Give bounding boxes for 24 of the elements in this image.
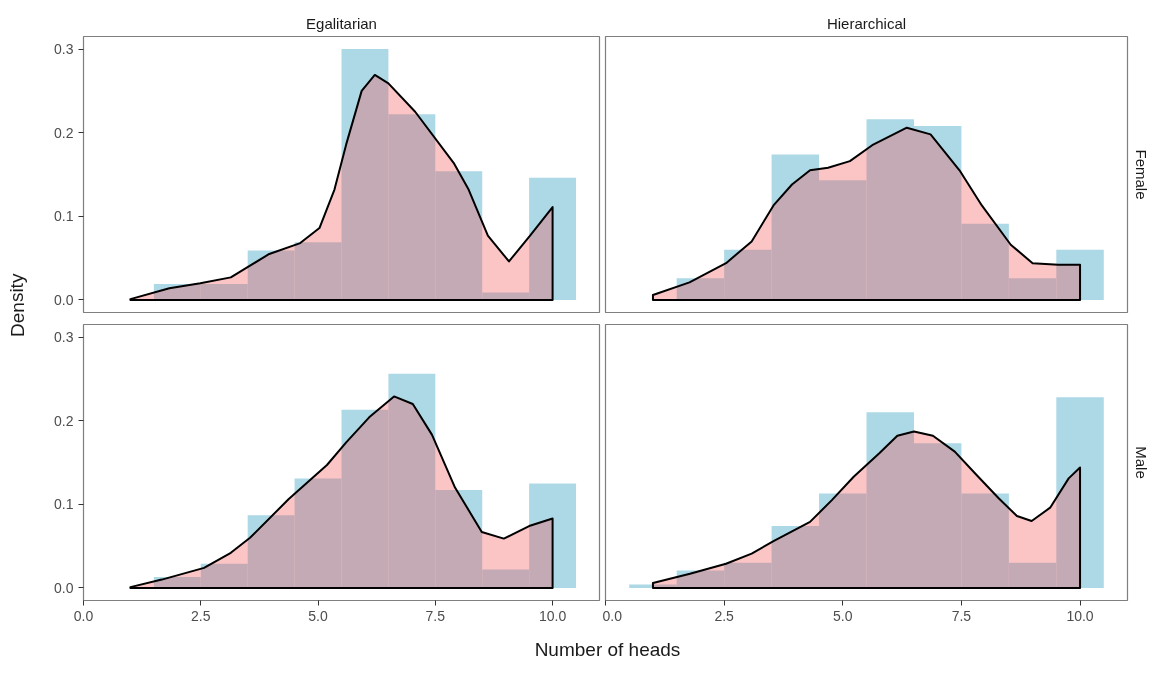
y-tick-label: 0.2 [54, 412, 74, 429]
x-tick-label: 0.0 [73, 607, 94, 624]
y2-axis-title: Female [1132, 149, 1150, 200]
y-tick-label: 0.0 [54, 291, 74, 308]
x-tick-label: 10.0 [1066, 607, 1094, 624]
y-tick-label: 0.1 [54, 208, 74, 225]
y-tick-label: 0.1 [54, 496, 74, 513]
y-tick-label: 0.2 [54, 124, 74, 141]
y2-axis-title: Male [1132, 446, 1150, 479]
x-tick-label: 2.5 [714, 607, 735, 624]
y-axis-title: Density [6, 273, 28, 337]
y-tick-label: 0.0 [54, 579, 74, 596]
x-tick-label: 5.0 [833, 607, 853, 624]
chart-title: Egalitarian [306, 14, 377, 32]
y-tick-label: 0.3 [54, 41, 74, 58]
x-axis-title: Number of heads [534, 639, 681, 660]
y-tick-label: 0.3 [54, 329, 74, 346]
x-tick-label: 7.5 [425, 607, 446, 624]
x-tick-label: 10.0 [538, 607, 567, 624]
x-tick-label: 2.5 [191, 607, 211, 624]
chart-title: Hierarchical [826, 14, 907, 32]
x-tick-label: 7.5 [951, 607, 972, 624]
x-tick-label: 0.0 [602, 607, 623, 624]
x-tick-label: 5.0 [308, 607, 328, 624]
